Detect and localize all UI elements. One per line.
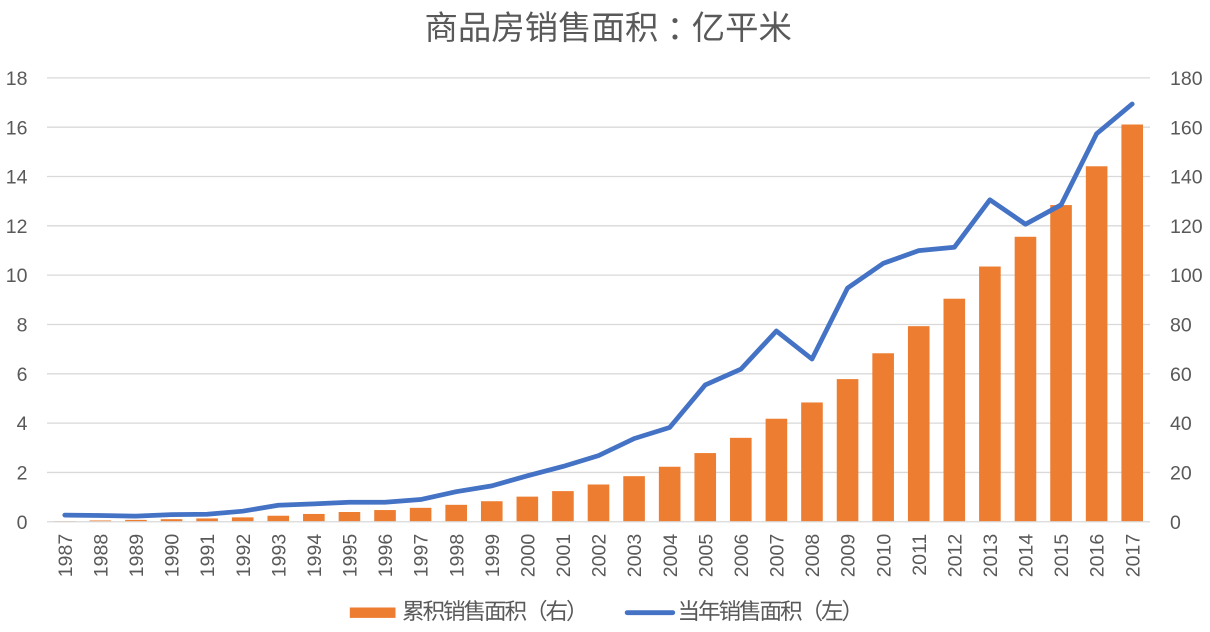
svg-text:1996: 1996 (375, 534, 397, 577)
svg-text:2000: 2000 (517, 534, 539, 578)
svg-text:2004: 2004 (660, 534, 682, 578)
svg-text:1999: 1999 (482, 534, 504, 577)
svg-text:2013: 2013 (980, 534, 1002, 577)
svg-text:2011: 2011 (909, 534, 931, 576)
svg-text:1993: 1993 (268, 534, 290, 577)
svg-text:100: 100 (1170, 265, 1203, 287)
svg-text:20: 20 (1170, 463, 1192, 485)
svg-text:2005: 2005 (695, 534, 717, 578)
svg-text:0: 0 (17, 512, 28, 534)
svg-text:2015: 2015 (1051, 534, 1073, 578)
svg-text:140: 140 (1170, 167, 1203, 189)
svg-text:18: 18 (6, 68, 28, 90)
svg-text:2003: 2003 (624, 534, 646, 577)
svg-text:1989: 1989 (126, 534, 148, 577)
svg-text:2014: 2014 (1016, 534, 1038, 578)
svg-text:1988: 1988 (90, 534, 112, 577)
svg-text:2009: 2009 (838, 534, 860, 577)
svg-text:2: 2 (17, 463, 28, 485)
svg-text:60: 60 (1170, 364, 1192, 386)
svg-text:2016: 2016 (1087, 534, 1109, 577)
svg-text:2002: 2002 (589, 534, 611, 577)
svg-text:4: 4 (17, 413, 28, 435)
svg-text:1994: 1994 (304, 534, 326, 578)
svg-text:80: 80 (1170, 315, 1192, 337)
svg-text:2001: 2001 (553, 534, 575, 577)
svg-text:120: 120 (1170, 216, 1203, 238)
svg-text:160: 160 (1170, 117, 1203, 139)
svg-text:1995: 1995 (340, 534, 362, 578)
svg-text:10: 10 (6, 265, 28, 287)
svg-text:14: 14 (6, 167, 28, 189)
svg-text:1991: 1991 (197, 534, 219, 577)
svg-text:2007: 2007 (767, 534, 789, 577)
svg-text:2017: 2017 (1122, 534, 1144, 577)
svg-text:16: 16 (6, 117, 28, 139)
svg-text:1992: 1992 (233, 534, 255, 577)
svg-text:1987: 1987 (55, 534, 77, 577)
svg-text:2006: 2006 (731, 534, 753, 577)
svg-text:12: 12 (6, 216, 28, 238)
svg-text:1998: 1998 (446, 534, 468, 577)
svg-text:40: 40 (1170, 413, 1192, 435)
svg-text:180: 180 (1170, 68, 1203, 90)
svg-text:2012: 2012 (944, 534, 966, 577)
svg-text:0: 0 (1170, 512, 1181, 534)
svg-text:2008: 2008 (802, 534, 824, 577)
svg-text:2010: 2010 (873, 534, 895, 578)
svg-text:8: 8 (17, 315, 28, 337)
svg-text:1990: 1990 (162, 534, 184, 578)
svg-text:6: 6 (17, 364, 28, 386)
svg-text:1997: 1997 (411, 534, 433, 577)
